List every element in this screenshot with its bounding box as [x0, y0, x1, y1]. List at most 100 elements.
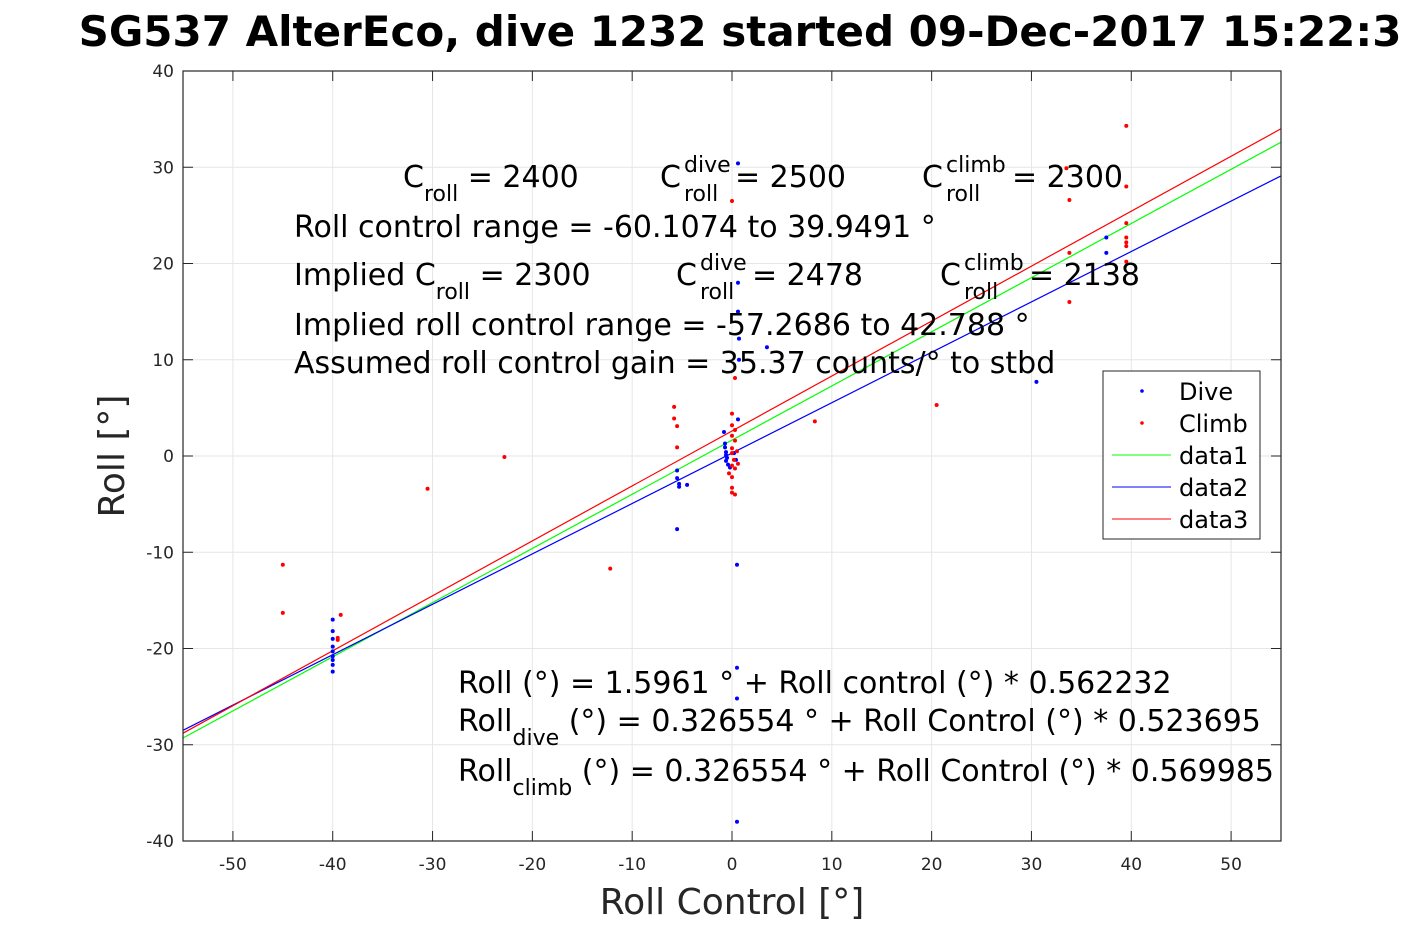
- point-dive: [685, 482, 690, 487]
- y-tick-label: -40: [146, 832, 174, 852]
- point-climb: [732, 438, 737, 443]
- point-climb: [425, 486, 430, 491]
- c-roll-text: Croll = 2400: [403, 160, 579, 207]
- point-dive: [330, 654, 335, 659]
- point-climb: [1124, 184, 1129, 189]
- point-climb: [730, 463, 734, 468]
- point-climb: [338, 612, 343, 617]
- fit-dive-text: Rolldive (°) = 0.326554 ° + Roll Control…: [458, 704, 1261, 751]
- point-climb: [730, 423, 734, 428]
- point-climb: [672, 416, 677, 421]
- gain-text: Assumed roll control gain = 35.37 counts…: [294, 346, 1055, 381]
- point-climb: [1124, 240, 1129, 245]
- point-climb: [672, 404, 677, 409]
- point-dive: [735, 417, 740, 422]
- point-climb: [730, 198, 734, 203]
- legend-label-climb: Climb: [1179, 410, 1248, 438]
- line-data1: [182, 141, 1282, 739]
- c-climb-value: = 2300: [1012, 160, 1123, 195]
- y-tick-label: -20: [146, 640, 174, 660]
- x-tick-label: -30: [419, 855, 447, 875]
- implied-c-climb-value: = 2138: [1029, 258, 1140, 293]
- point-dive: [1034, 379, 1039, 384]
- tick-labels: -50 -40 -30 -20 -10 0 10 20 30 40 50 -40 -30 -20 -10 0 1…: [146, 62, 1242, 875]
- point-climb: [1124, 259, 1129, 264]
- point-dive: [677, 481, 682, 486]
- point-dive: [1104, 235, 1109, 240]
- c-dive-value: = 2500: [735, 160, 846, 195]
- y-tick-label: 30: [152, 158, 174, 178]
- point-dive: [330, 669, 335, 674]
- c-climb-base: C: [922, 160, 943, 195]
- annotation-calibration: Croll = 2400 C dive roll = 2500 C climb …: [294, 153, 1140, 381]
- point-climb: [812, 419, 817, 424]
- point-dive: [735, 161, 740, 166]
- point-climb: [502, 454, 507, 459]
- point-climb: [1067, 250, 1072, 255]
- point-climb: [335, 635, 340, 640]
- point-dive: [764, 345, 769, 350]
- implied-c-climb-sub: roll: [964, 280, 998, 305]
- point-dive: [724, 458, 729, 463]
- x-tick-label: -50: [219, 855, 247, 875]
- c-dive-sup: dive: [684, 153, 731, 178]
- point-climb: [1124, 235, 1129, 240]
- point-dive: [677, 484, 682, 489]
- point-climb: [732, 492, 737, 497]
- legend: Dive Climb data1 data2 data3: [1102, 370, 1261, 540]
- point-climb: [675, 424, 680, 429]
- data-points: [280, 123, 1129, 824]
- point-climb: [608, 566, 613, 571]
- fit-climb-text: Rollclimb (°) = 0.326554 ° + Roll Contro…: [458, 754, 1274, 801]
- point-climb: [730, 446, 734, 451]
- point-dive: [330, 644, 335, 649]
- implied-c-roll-text: Implied Croll = 2300: [294, 258, 591, 305]
- x-tick-label: -40: [319, 855, 347, 875]
- y-tick-label: -10: [146, 543, 174, 563]
- point-climb: [730, 451, 734, 456]
- point-dive: [330, 636, 335, 641]
- x-tick-label: 50: [1220, 855, 1242, 875]
- point-dive: [734, 696, 739, 701]
- y-axis-label: Roll [°]: [92, 395, 133, 518]
- point-dive: [330, 617, 335, 622]
- c-dive-sub: roll: [684, 182, 718, 207]
- point-climb: [1067, 300, 1072, 304]
- point-dive: [675, 476, 680, 481]
- point-dive: [734, 819, 739, 824]
- point-climb: [732, 376, 737, 381]
- point-dive: [1104, 250, 1109, 255]
- point-dive: [734, 665, 739, 670]
- point-dive: [330, 662, 335, 667]
- x-tick-label: 30: [1021, 855, 1043, 875]
- line-data3: [182, 128, 1282, 734]
- point-climb: [730, 490, 734, 495]
- point-climb: [730, 411, 734, 416]
- y-tick-label: 20: [152, 255, 174, 275]
- implied-c-dive-value: = 2478: [752, 258, 863, 293]
- x-tick-label: 0: [727, 855, 738, 875]
- point-climb: [727, 471, 732, 476]
- legend-label-data1: data1: [1179, 442, 1248, 470]
- point-climb: [730, 475, 734, 480]
- y-tick-label: -30: [146, 736, 174, 756]
- point-climb: [730, 485, 734, 490]
- point-dive: [736, 357, 741, 362]
- point-climb: [1064, 166, 1069, 171]
- point-climb: [675, 445, 680, 450]
- point-dive: [724, 450, 729, 455]
- point-climb: [730, 433, 734, 438]
- point-climb: [280, 610, 285, 615]
- point-dive: [726, 462, 731, 467]
- point-climb: [1124, 123, 1129, 128]
- implied-c-dive-base: C: [676, 258, 697, 293]
- y-tick-label: 40: [152, 62, 174, 82]
- implied-c-dive-sup: dive: [700, 251, 747, 276]
- legend-swatch-climb: [1140, 421, 1144, 425]
- point-dive: [722, 429, 727, 434]
- legend-swatch-dive: [1140, 389, 1144, 393]
- x-tick-label: -10: [618, 855, 646, 875]
- implied-c-climb-base: C: [940, 258, 961, 293]
- point-dive: [734, 562, 739, 567]
